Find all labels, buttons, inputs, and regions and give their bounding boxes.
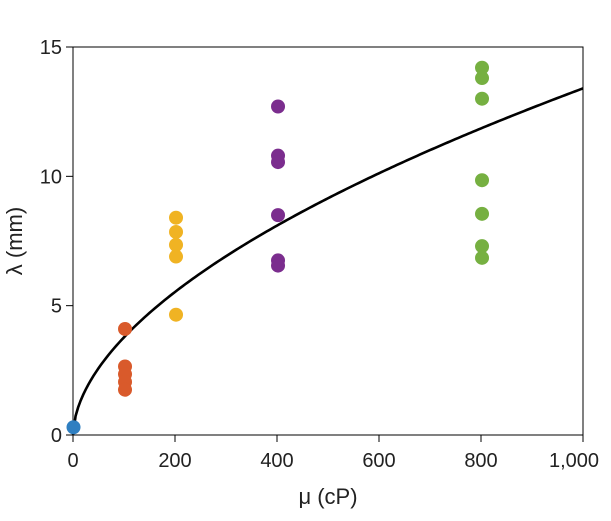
y-axis-label: λ (mm) (2, 207, 27, 275)
data-point-series-5 (475, 206, 490, 221)
data-point-series-4 (271, 155, 286, 170)
y-tick-label: 0 (51, 425, 62, 447)
data-point-series-3 (169, 307, 184, 322)
x-tick-label: 200 (158, 450, 191, 472)
data-point-series-2 (118, 321, 133, 336)
x-axis-label: μ (cP) (298, 484, 357, 509)
y-axis-ticks: 0 5 10 15 (40, 37, 73, 447)
data-point-series-5 (475, 71, 490, 86)
data-point-series-2 (118, 382, 133, 397)
x-tick-label: 400 (260, 450, 293, 472)
x-axis-ticks: 0 200 400 600 800 1,000 (67, 435, 599, 472)
y-tick-label: 15 (40, 37, 62, 59)
data-point-series-4 (271, 99, 286, 114)
x-tick-label: 0 (67, 450, 78, 472)
data-point-series-5 (475, 239, 490, 254)
data-point-series-5 (475, 173, 490, 188)
data-point-series-3 (169, 249, 184, 264)
data-point-series-3 (169, 210, 184, 225)
data-point-series-3 (169, 237, 184, 252)
data-point-series-5 (475, 250, 490, 265)
y-tick-label: 5 (51, 296, 62, 318)
x-tick-label: 600 (362, 450, 395, 472)
data-point-series-5 (475, 60, 490, 75)
data-point-series-5 (475, 91, 490, 106)
y-tick-label: 10 (40, 166, 62, 188)
x-tick-label: 1,000 (549, 450, 599, 472)
data-point-series-4 (271, 258, 286, 273)
data-point-series-3 (169, 224, 184, 239)
plot-frame (72, 46, 584, 436)
fit-curve-line (71, 87, 584, 436)
data-point-series-4 (271, 208, 286, 223)
data-points (66, 60, 490, 435)
data-point-series-1 (66, 420, 81, 435)
x-tick-label: 800 (464, 450, 497, 472)
